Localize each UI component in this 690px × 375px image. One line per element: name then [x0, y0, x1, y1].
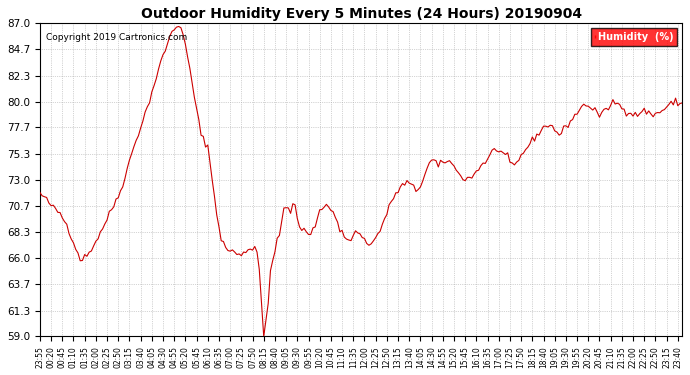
Legend: Humidity  (%): Humidity (%)	[591, 28, 678, 46]
Text: Copyright 2019 Cartronics.com: Copyright 2019 Cartronics.com	[46, 33, 188, 42]
Title: Outdoor Humidity Every 5 Minutes (24 Hours) 20190904: Outdoor Humidity Every 5 Minutes (24 Hou…	[141, 7, 582, 21]
